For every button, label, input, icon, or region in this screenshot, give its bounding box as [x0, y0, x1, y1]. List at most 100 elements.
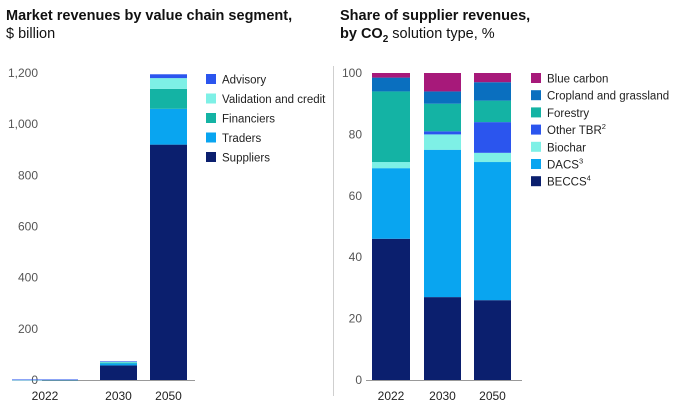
bar-2022-beccs	[372, 238, 410, 380]
legend-label-text: Traders	[222, 133, 261, 145]
bar-2022-blue-carbon	[372, 73, 410, 78]
legend-label-text: BECCS	[547, 177, 587, 189]
bar-2030-financiers	[100, 362, 137, 364]
legend-swatch	[206, 93, 216, 104]
legend-label: Suppliers	[222, 153, 270, 165]
chart1-title: Market revenues by value chain segment,	[6, 8, 293, 24]
bar-2030-biochar	[424, 134, 461, 150]
legend-swatch	[531, 159, 541, 169]
legend-label: Traders	[222, 133, 261, 145]
x-tick-label: 2050	[155, 389, 182, 403]
legend-label: Biochar	[547, 142, 586, 154]
legend-label: Blue carbon	[547, 74, 608, 86]
bar-2030-traders	[100, 363, 137, 366]
legend-label-text: Other TBR	[547, 125, 602, 137]
y-tick-label: 20	[349, 312, 363, 326]
bar-2050-validation-and-credit	[150, 78, 187, 89]
legend-swatch	[531, 124, 541, 135]
y-tick-label: 40	[349, 250, 363, 264]
bar-2022-advisory	[12, 379, 78, 381]
chart1-title-block: Market revenues by value chain segment, …	[6, 7, 292, 43]
chart2-title-block: Share of supplier revenues, by CO2 solut…	[340, 7, 530, 49]
bar-2050-dacs	[474, 162, 511, 301]
legend-label-text: Validation and credit	[222, 94, 326, 106]
legend-label-text: Blue carbon	[547, 74, 608, 86]
bar-2030-dacs	[424, 149, 461, 298]
bar-2050-forestry	[474, 100, 511, 123]
chart2-title: Share of supplier revenues,	[340, 8, 531, 24]
y-tick-label: 80	[349, 127, 363, 141]
legend-swatch	[531, 73, 541, 83]
panel-divider	[333, 66, 334, 396]
x-tick-label: 2050	[479, 389, 506, 403]
x-tick-label: 2030	[105, 389, 132, 403]
legend-footnote-marker: 2	[602, 122, 606, 131]
y-tick-label: 600	[18, 220, 38, 234]
chart2-subtitle: by CO2 solution type, %	[340, 25, 530, 49]
y-tick-label: 400	[18, 271, 38, 285]
bar-2030-advisory	[100, 361, 137, 362]
legend-label-text: Advisory	[222, 75, 266, 87]
legend-label: Cropland and grassland	[547, 91, 669, 103]
x-tick-label: 2030	[429, 389, 456, 403]
legend-label: Forestry	[547, 108, 589, 120]
bar-2030-beccs	[424, 297, 461, 380]
bar-2022-forestry	[372, 91, 410, 163]
y-tick-label: 200	[18, 322, 38, 336]
legend-swatch	[531, 176, 541, 187]
legend-label-text: DACS	[547, 160, 579, 172]
chart2-subtitle-b: solution type, %	[388, 26, 495, 42]
bar-2030-cropland-and-grassland	[424, 91, 461, 104]
y-tick-label: 800	[18, 168, 38, 182]
legend-footnote-marker: 3	[579, 157, 583, 166]
chart2-subtitle-a: by CO	[340, 26, 383, 42]
bar-2030-forestry	[424, 103, 461, 132]
bar-2030-suppliers	[100, 365, 137, 380]
legend-label-text: Suppliers	[222, 153, 270, 165]
chart1-subtitle: $ billion	[6, 26, 56, 42]
legend-label-text: Biochar	[547, 142, 586, 154]
bar-2050-beccs	[474, 300, 511, 380]
y-tick-label: 0	[355, 373, 362, 387]
y-tick-label: 1,200	[8, 66, 38, 80]
legend-label-text: Forestry	[547, 108, 589, 120]
legend-swatch	[206, 132, 216, 143]
bar-2030-blue-carbon	[424, 73, 461, 92]
bar-2050-biochar	[474, 152, 511, 163]
bar-2030-validation-and-credit	[100, 361, 137, 363]
bar-2050-advisory	[150, 74, 187, 79]
x-tick-label: 2022	[378, 389, 405, 403]
y-tick-label: 60	[349, 189, 363, 203]
bar-2030-other-tbr	[424, 131, 461, 135]
bar-2050-suppliers	[150, 144, 187, 380]
bar-2022-cropland-and-grassland	[372, 77, 410, 92]
legend-label: Other TBR2	[547, 122, 606, 137]
legend-swatch	[206, 74, 216, 84]
legend-swatch	[531, 141, 541, 152]
legend-footnote-marker: 4	[587, 174, 591, 183]
legend-swatch	[206, 152, 216, 162]
y-tick-label: 100	[342, 66, 362, 80]
x-tick-label: 2022	[32, 389, 59, 403]
bar-2050-cropland-and-grassland	[474, 82, 511, 101]
y-tick-label: 1,000	[8, 117, 38, 131]
legend-label: BECCS4	[547, 174, 591, 189]
bar-2050-financiers	[150, 88, 187, 109]
legend-swatch	[531, 90, 541, 101]
legend-swatch	[206, 113, 216, 123]
chart2-subtitle-sub: 2	[382, 33, 389, 45]
bar-2050-blue-carbon	[474, 73, 511, 83]
bar-2050-traders	[150, 108, 187, 145]
legend-label-text: Cropland and grassland	[547, 91, 669, 103]
legend-label: DACS3	[547, 157, 583, 172]
legend-label: Financiers	[222, 114, 275, 126]
bar-2022-biochar	[372, 162, 410, 169]
legend-swatch	[531, 107, 541, 118]
legend-label: Advisory	[222, 75, 266, 87]
bar-2022-dacs	[372, 168, 410, 239]
legend-label: Validation and credit	[222, 94, 326, 106]
legend-label-text: Financiers	[222, 114, 275, 126]
bar-2050-other-tbr	[474, 122, 511, 153]
